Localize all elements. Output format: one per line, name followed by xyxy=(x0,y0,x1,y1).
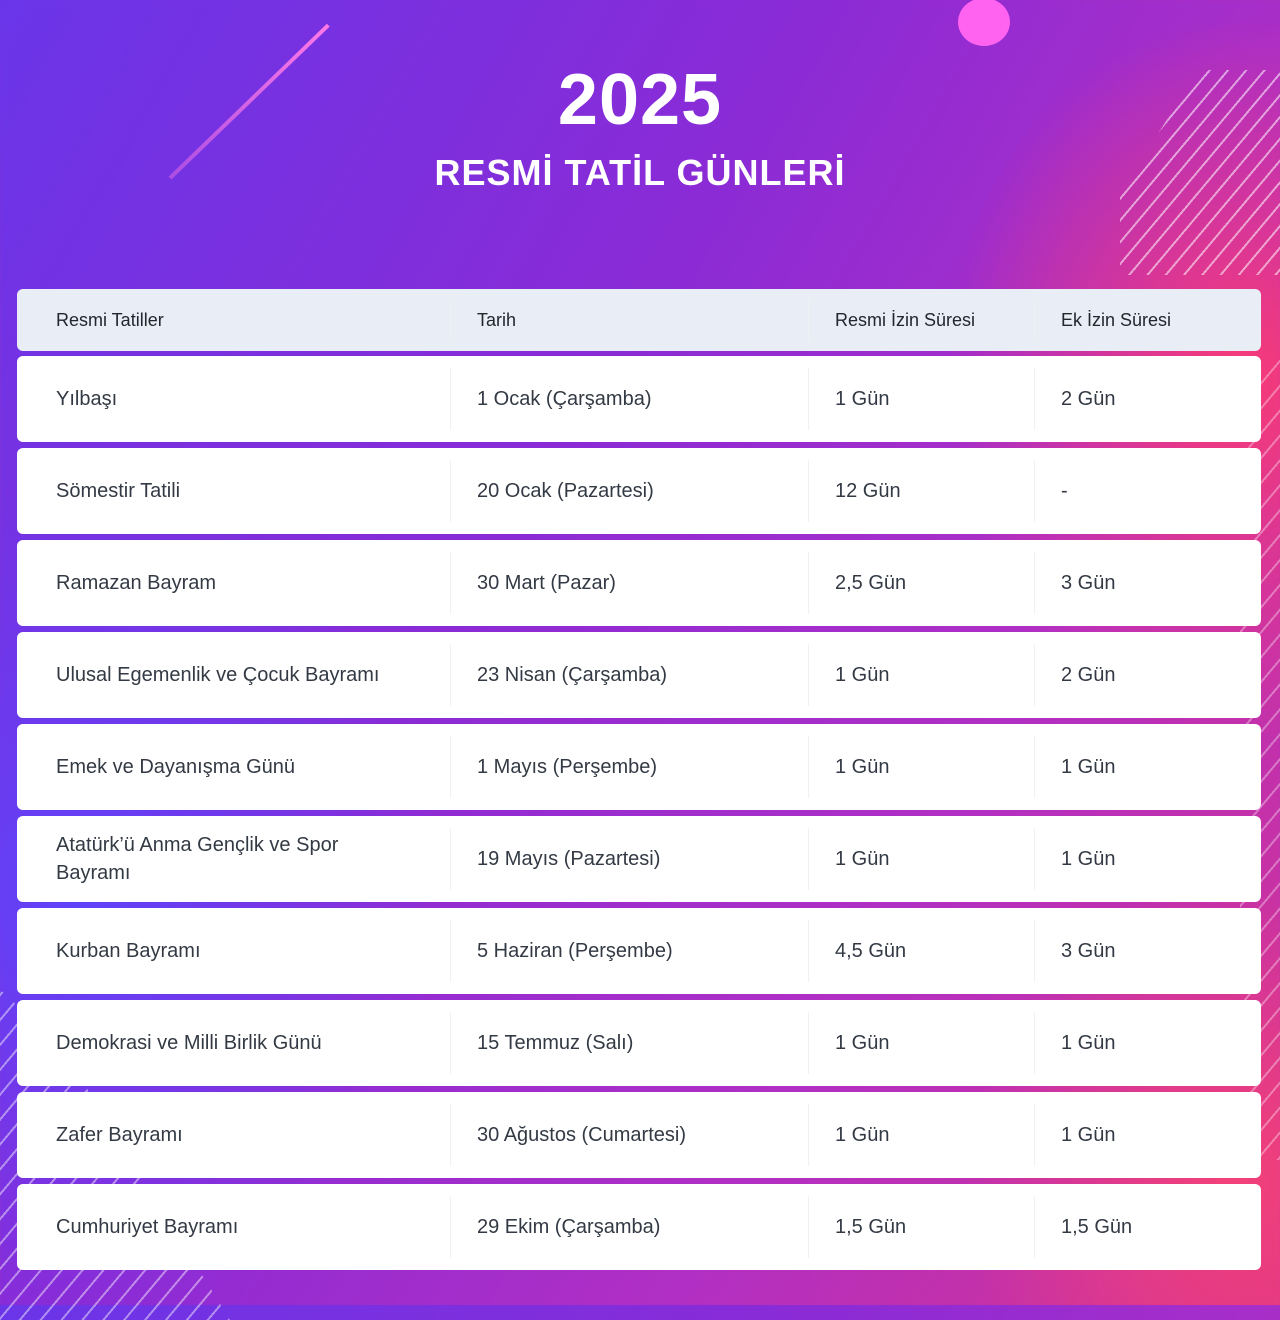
table-row: Kurban Bayramı 5 Haziran (Perşembe) 4,5 … xyxy=(17,908,1261,994)
official-leave: 1 Gün xyxy=(809,1012,1035,1074)
page-subtitle: RESMİ TATİL GÜNLERİ xyxy=(434,152,846,193)
official-leave: 1 Gün xyxy=(809,1104,1035,1166)
official-leave: 1,5 Gün xyxy=(809,1196,1035,1258)
table-header-row: Resmi Tatiller Tarih Resmi İzin Süresi E… xyxy=(17,289,1261,351)
holiday-date: 20 Ocak (Pazartesi) xyxy=(451,460,809,522)
holiday-date: 15 Temmuz (Salı) xyxy=(451,1012,809,1074)
extra-leave: - xyxy=(1061,480,1068,502)
extra-leave: 2 Gün xyxy=(1061,664,1116,686)
official-leave: 4,5 Gün xyxy=(809,920,1035,982)
column-header-date: Tarih xyxy=(451,297,809,343)
table-row: Ramazan Bayram 30 Mart (Pazar) 2,5 Gün 3… xyxy=(17,540,1261,626)
holiday-name: Zafer Bayramı xyxy=(17,1104,451,1166)
holiday-date: 1 Mayıs (Perşembe) xyxy=(451,736,809,798)
official-leave: 1 Gün xyxy=(809,644,1035,706)
holiday-name: Atatürk’ü Anma Gençlik ve Spor Bayramı xyxy=(17,828,451,890)
official-leave: 1 Gün xyxy=(809,368,1035,430)
holiday-name: Cumhuriyet Bayramı xyxy=(17,1196,451,1258)
extra-leave: 3 Gün xyxy=(1061,572,1116,594)
holiday-name: Ulusal Egemenlik ve Çocuk Bayramı xyxy=(17,644,451,706)
column-header-official-leave: Resmi İzin Süresi xyxy=(809,297,1035,343)
table-row: Cumhuriyet Bayramı 29 Ekim (Çarşamba) 1,… xyxy=(17,1184,1261,1270)
holiday-name: Emek ve Dayanışma Günü xyxy=(17,736,451,798)
official-leave: 2,5 Gün xyxy=(809,552,1035,614)
column-header-extra-leave: Ek İzin Süresi xyxy=(1061,310,1172,330)
table-row: Zafer Bayramı 30 Ağustos (Cumartesi) 1 G… xyxy=(17,1092,1261,1178)
column-header-holiday: Resmi Tatiller xyxy=(17,297,451,343)
extra-leave: 2 Gün xyxy=(1061,388,1116,410)
decorative-bubble xyxy=(958,0,1010,46)
holiday-date: 29 Ekim (Çarşamba) xyxy=(451,1196,809,1258)
holiday-date: 19 Mayıs (Pazartesi) xyxy=(451,828,809,890)
table-row: Ulusal Egemenlik ve Çocuk Bayramı 23 Nis… xyxy=(17,632,1261,718)
extra-leave: 1 Gün xyxy=(1061,848,1116,870)
holiday-date: 23 Nisan (Çarşamba) xyxy=(451,644,809,706)
official-leave: 12 Gün xyxy=(809,460,1035,522)
official-leave: 1 Gün xyxy=(809,828,1035,890)
holiday-date: 30 Mart (Pazar) xyxy=(451,552,809,614)
holiday-name: Sömestir Tatili xyxy=(17,460,451,522)
holiday-date: 30 Ağustos (Cumartesi) xyxy=(451,1104,809,1166)
table-row: Emek ve Dayanışma Günü 1 Mayıs (Perşembe… xyxy=(17,724,1261,810)
holiday-name: Ramazan Bayram xyxy=(17,552,451,614)
holiday-date: 5 Haziran (Perşembe) xyxy=(451,920,809,982)
holiday-table: Resmi Tatiller Tarih Resmi İzin Süresi E… xyxy=(17,289,1261,1276)
extra-leave: 1 Gün xyxy=(1061,1032,1116,1054)
holiday-name: Kurban Bayramı xyxy=(17,920,451,982)
table-row: Demokrasi ve Milli Birlik Günü 15 Temmuz… xyxy=(17,1000,1261,1086)
table-row: Sömestir Tatili 20 Ocak (Pazartesi) 12 G… xyxy=(17,448,1261,534)
page-title-year: 2025 xyxy=(557,60,723,140)
holiday-date: 1 Ocak (Çarşamba) xyxy=(451,368,809,430)
holiday-name: Demokrasi ve Milli Birlik Günü xyxy=(17,1012,451,1074)
extra-leave: 3 Gün xyxy=(1061,940,1116,962)
holiday-name: Yılbaşı xyxy=(17,368,451,430)
table-row: Yılbaşı 1 Ocak (Çarşamba) 1 Gün 2 Gün xyxy=(17,356,1261,442)
extra-leave: 1,5 Gün xyxy=(1061,1216,1133,1238)
extra-leave: 1 Gün xyxy=(1061,1124,1116,1146)
extra-leave: 1 Gün xyxy=(1061,756,1116,778)
table-row: Atatürk’ü Anma Gençlik ve Spor Bayramı 1… xyxy=(17,816,1261,902)
official-leave: 1 Gün xyxy=(809,736,1035,798)
